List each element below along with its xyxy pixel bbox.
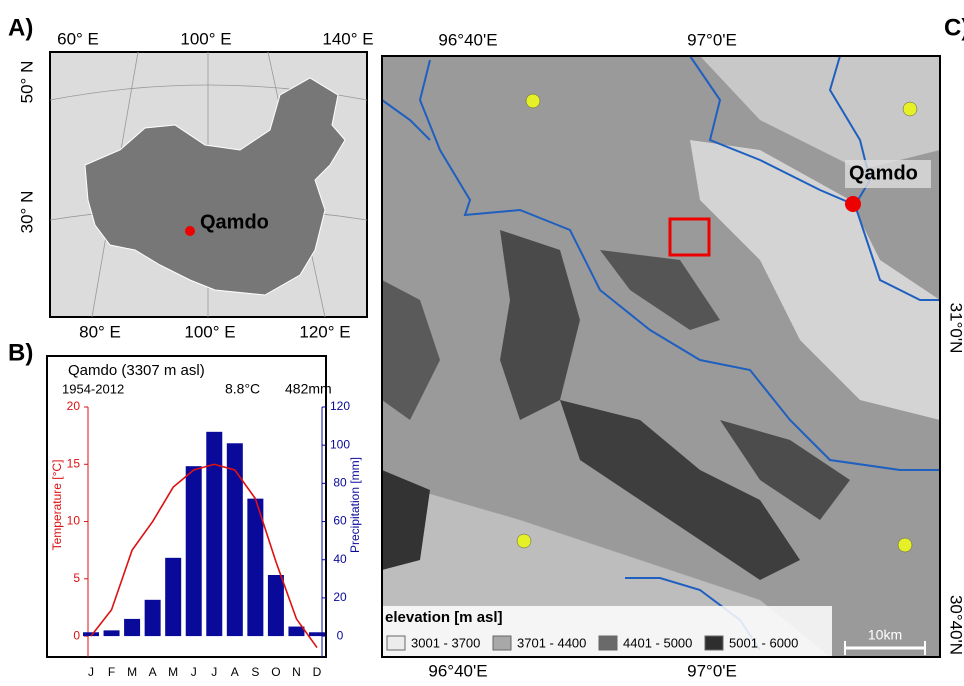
lon-label: 97°0'E xyxy=(687,30,737,49)
lon-label: 80° E xyxy=(79,322,121,341)
panel-label: B) xyxy=(8,339,33,366)
bar xyxy=(124,619,140,636)
y2-tick-label: 20 xyxy=(333,590,347,604)
lon-label: 96°40'E xyxy=(438,30,497,49)
chart-title: Qamdo (3307 m asl) xyxy=(68,362,205,379)
x-tick-label: M xyxy=(168,665,178,679)
legend-title: elevation [m asl] xyxy=(385,609,503,626)
legend-swatch xyxy=(599,636,617,650)
x-tick-label: A xyxy=(231,665,239,679)
legend-swatch xyxy=(387,636,405,650)
x-tick-label: A xyxy=(149,665,157,679)
lon-label: 97°0'E xyxy=(687,661,737,680)
legend-label: 3701 - 4400 xyxy=(517,635,586,650)
lat-label: 30°40'N xyxy=(947,595,964,655)
lon-label: 140° E xyxy=(322,29,373,48)
y2-tick-label: 0 xyxy=(337,628,344,642)
bar xyxy=(145,600,161,636)
x-tick-label: J xyxy=(88,665,94,679)
lat-label: 31°0'N xyxy=(947,303,964,354)
x-tick-label: S xyxy=(251,665,259,679)
y-tick-label: 0 xyxy=(73,628,80,642)
panel-label: A) xyxy=(8,14,33,41)
bar xyxy=(206,432,222,636)
lon-label: 60° E xyxy=(57,29,99,48)
y-tick-label: 5 xyxy=(73,571,80,585)
place-label: Qamdo xyxy=(200,211,269,233)
y-tick-label: 20 xyxy=(67,399,81,413)
qamdo-dot xyxy=(845,196,861,212)
y2-tick-label: 80 xyxy=(333,476,347,490)
x-tick-label: F xyxy=(108,665,115,679)
lat-label: 50° N xyxy=(17,61,36,104)
period: 1954-2012 xyxy=(62,381,124,396)
map-c: Qamdo elevation [m asl] 3001 - 3700 3701 … xyxy=(382,56,940,657)
x-tick-label: J xyxy=(191,665,197,679)
figure: Qamdo A) 60° E 100° E 140° E 50° N 30° N… xyxy=(0,0,964,686)
lat-label: 30° N xyxy=(17,191,36,234)
y2-tick-label: 100 xyxy=(330,437,350,451)
map-a: Qamdo xyxy=(50,52,367,317)
bar xyxy=(309,632,325,636)
scale-label: 10km xyxy=(868,627,902,643)
lon-label: 96°40'E xyxy=(428,661,487,680)
legend-swatch xyxy=(493,636,511,650)
y2-axis-label: Precipitation [mm] xyxy=(348,457,362,553)
qamdo-dot xyxy=(185,226,195,236)
bar xyxy=(227,443,243,636)
x-tick-label: D xyxy=(313,665,322,679)
x-tick-label: O xyxy=(271,665,280,679)
y2-tick-label: 120 xyxy=(330,399,350,413)
bar xyxy=(247,499,263,636)
y2-tick-label: 40 xyxy=(333,552,347,566)
bar xyxy=(165,558,181,636)
mean-temperature: 8.8°C xyxy=(225,381,260,397)
bar xyxy=(268,575,284,636)
legend-label: 3001 - 3700 xyxy=(411,635,480,650)
y2-tick-label: 60 xyxy=(333,514,347,528)
bar xyxy=(104,630,120,636)
y-tick-label: 15 xyxy=(67,456,81,470)
x-tick-label: J xyxy=(211,665,217,679)
y-tick-label: 10 xyxy=(67,514,81,528)
annual-precipitation: 482mm xyxy=(285,381,332,397)
legend-label: 5001 - 6000 xyxy=(729,635,798,650)
lon-label: 100° E xyxy=(184,322,235,341)
x-tick-label: N xyxy=(292,665,301,679)
bar xyxy=(186,466,202,636)
legend-label: 4401 - 5000 xyxy=(623,635,692,650)
place-label: Qamdo xyxy=(849,162,918,184)
lon-label: 100° E xyxy=(180,29,231,48)
lon-label: 120° E xyxy=(299,322,350,341)
y-axis-label: Temperature [°C] xyxy=(50,460,64,551)
legend-swatch xyxy=(705,636,723,650)
x-tick-label: M xyxy=(127,665,137,679)
panel-label: C) xyxy=(944,14,964,41)
